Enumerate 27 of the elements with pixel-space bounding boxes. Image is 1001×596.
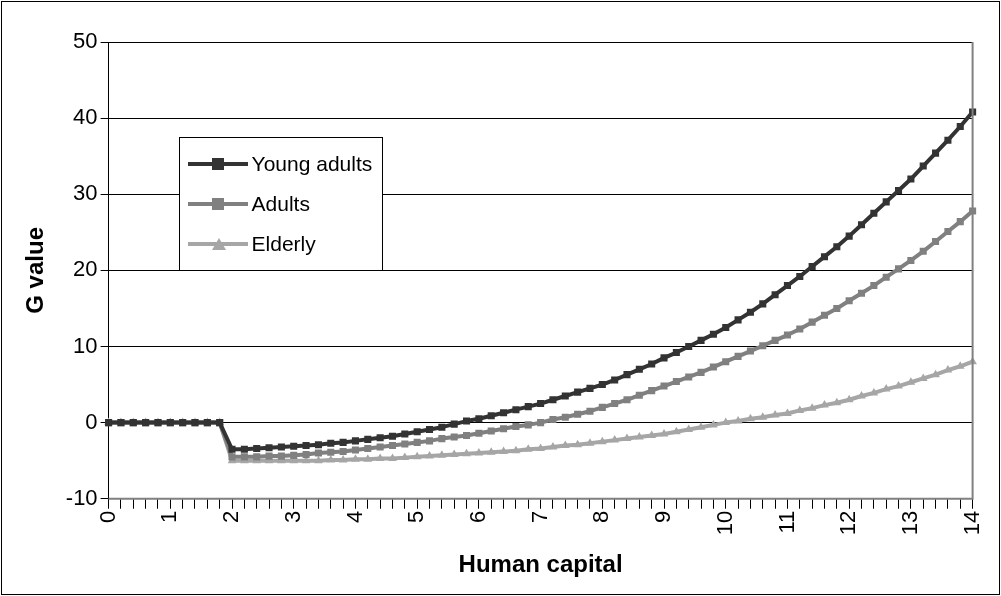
y-tick-label: 50 — [73, 28, 98, 54]
y-tick-label: 40 — [73, 104, 98, 130]
x-tick-label: 11 — [773, 510, 799, 534]
y-tick-label: 0 — [85, 408, 98, 434]
x-tick-label: 6 — [464, 510, 490, 523]
x-tick-label: 2 — [218, 510, 244, 523]
legend-label: Young adults — [251, 152, 373, 176]
legend-label: Elderly — [251, 232, 316, 256]
x-axis-title: Human capital — [458, 550, 623, 578]
legend-label: Adults — [251, 192, 310, 216]
x-tick-label: 7 — [526, 510, 552, 523]
x-tick-label: 3 — [279, 510, 305, 523]
x-tick-label: 13 — [896, 510, 922, 536]
y-tick-label: 20 — [73, 256, 98, 282]
x-tick-label: 12 — [835, 510, 861, 536]
x-tick-label: 0 — [94, 510, 120, 523]
y-tick-label: 10 — [73, 332, 98, 358]
x-tick-label: 5 — [403, 510, 429, 523]
x-tick-label: 10 — [711, 510, 737, 536]
x-tick-label: 8 — [588, 510, 614, 523]
y-axis-title: G value — [21, 227, 49, 314]
x-tick-label: 4 — [341, 510, 367, 523]
x-tick-label: 1 — [156, 510, 182, 523]
x-tick-label: 9 — [650, 510, 676, 523]
x-tick-label: 14 — [958, 510, 984, 536]
y-tick-label: 30 — [73, 180, 98, 206]
y-tick-label: -10 — [65, 484, 98, 510]
